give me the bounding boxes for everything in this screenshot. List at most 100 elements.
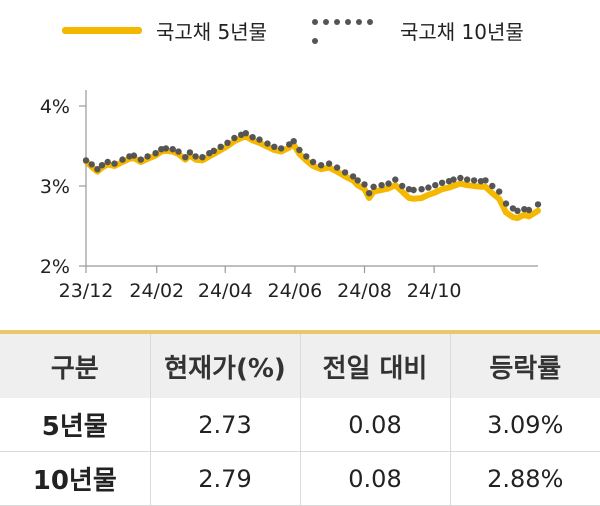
x-tick-label: 24/08	[337, 280, 392, 302]
series-point-10y	[502, 200, 510, 207]
series-point-10y	[199, 154, 206, 161]
legend-item-5y: 국고채 5년물	[62, 16, 267, 44]
series-point-10y	[264, 140, 271, 147]
series-point-10y	[296, 146, 303, 154]
series-point-10y	[385, 180, 392, 187]
series-point-10y	[534, 201, 542, 208]
series-point-10y	[130, 152, 138, 159]
series-point-10y	[410, 186, 417, 194]
series-point-10y	[325, 160, 333, 167]
series-point-10y	[425, 184, 432, 191]
header-rate: 등락률	[450, 334, 600, 398]
series-point-10y	[354, 177, 361, 184]
legend-label-10y: 국고채 10년물	[400, 19, 524, 44]
x-tick-label: 24/10	[407, 280, 462, 302]
series-point-10y	[104, 158, 111, 166]
price-5y: 2.73	[150, 398, 301, 452]
change-5y: 0.08	[300, 398, 451, 452]
series-point-10y	[432, 182, 439, 189]
series-point-10y	[169, 146, 176, 153]
table-row: 5년물 2.73 0.08 3.09%	[0, 398, 600, 452]
series-point-10y	[361, 181, 368, 188]
table-header-row: 구분 현재가(%) 전일 대비 등락률	[0, 334, 600, 398]
series-point-10y	[186, 149, 194, 156]
series-point-10y	[98, 162, 106, 169]
series-point-10y	[144, 153, 151, 160]
series-point-10y	[378, 182, 385, 189]
series-point-10y	[278, 145, 285, 152]
series-point-10y	[111, 160, 118, 167]
series-point-10y	[482, 177, 489, 184]
y-tick-label: 3%	[40, 176, 70, 198]
series-point-10y	[290, 138, 297, 145]
series-point-10y	[317, 162, 325, 169]
series-point-10y	[450, 176, 457, 183]
yield-table: 구분 현재가(%) 전일 대비 등락률 5년물 2.73 0.08 3.09% …	[0, 330, 600, 506]
series-line-5y	[83, 133, 541, 221]
row-label-10y: 10년물	[0, 451, 151, 506]
series-point-10y	[333, 164, 341, 171]
series-point-10y	[182, 154, 189, 161]
row-label-5y: 5년물	[0, 398, 151, 452]
series-point-10y	[286, 141, 293, 148]
legend-swatch-5y	[62, 26, 142, 34]
x-tick-label: 24/02	[129, 280, 184, 302]
series-point-10y	[137, 156, 144, 163]
y-tick-label: 4%	[40, 96, 70, 118]
series-point-10y	[525, 206, 533, 214]
series-point-10y	[249, 134, 256, 141]
header-change: 전일 대비	[300, 334, 451, 398]
series-point-10y	[271, 143, 278, 150]
series-point-10y	[94, 166, 101, 173]
rate-10y: 2.88%	[450, 451, 600, 506]
series-point-10y	[365, 190, 373, 197]
series-point-10y	[392, 176, 399, 183]
chart-series	[82, 130, 542, 221]
series-point-10y	[303, 153, 310, 160]
series-point-10y	[399, 182, 406, 190]
series-point-10y	[457, 174, 464, 182]
series-point-10y	[349, 173, 357, 180]
series-point-10y	[217, 143, 224, 150]
series-point-10y	[210, 147, 217, 154]
series-point-10y	[192, 153, 199, 160]
legend-label-5y: 국고채 5년물	[156, 19, 268, 44]
series-point-10y	[88, 161, 95, 168]
price-10y: 2.79	[150, 451, 301, 506]
rate-5y: 3.09%	[450, 398, 600, 452]
series-point-10y	[309, 158, 317, 166]
series-point-10y	[370, 183, 377, 190]
series-point-10y	[341, 169, 349, 176]
legend-swatch-10y	[312, 11, 388, 49]
series-point-10y	[152, 150, 159, 157]
series-point-10y	[119, 156, 126, 163]
series-point-10y	[162, 145, 170, 152]
table-top-rule	[0, 330, 600, 334]
x-tick-label: 24/04	[198, 280, 253, 302]
series-point-10y	[256, 136, 263, 143]
legend-item-10y: 국고채 10년물	[312, 16, 524, 44]
series-point-10y	[496, 188, 503, 195]
series-point-10y	[231, 134, 238, 142]
x-tick-label: 24/06	[267, 280, 322, 302]
y-tick-label: 2%	[40, 256, 70, 278]
series-point-10y	[175, 148, 182, 155]
series-point-10y	[489, 182, 496, 190]
series-point-10y	[514, 207, 521, 214]
table-row: 10년물 2.79 0.08 2.88%	[0, 451, 600, 506]
change-10y: 0.08	[300, 451, 451, 506]
series-point-10y	[464, 176, 471, 183]
series-point-10y	[224, 139, 231, 146]
yield-line-chart: 2% 3% 4% 23/12 24/02 24/04 24/06 24/08 24/10	[40, 90, 542, 302]
series-point-10y	[418, 186, 425, 193]
chart-legend: 국고채 5년물 국고채 10년물	[0, 0, 600, 60]
header-category: 구분	[0, 334, 151, 398]
series-point-10y	[438, 179, 446, 186]
chart-ticks: 2% 3% 4% 23/12 24/02 24/04 24/06 24/08 24/10	[40, 96, 462, 302]
series-point-10y	[470, 177, 478, 184]
series-point-10y	[82, 157, 90, 164]
header-price: 현재가(%)	[150, 334, 301, 398]
series-point-10y	[242, 130, 249, 137]
x-tick-label: 23/12	[59, 280, 114, 302]
chart-axes	[85, 90, 538, 267]
